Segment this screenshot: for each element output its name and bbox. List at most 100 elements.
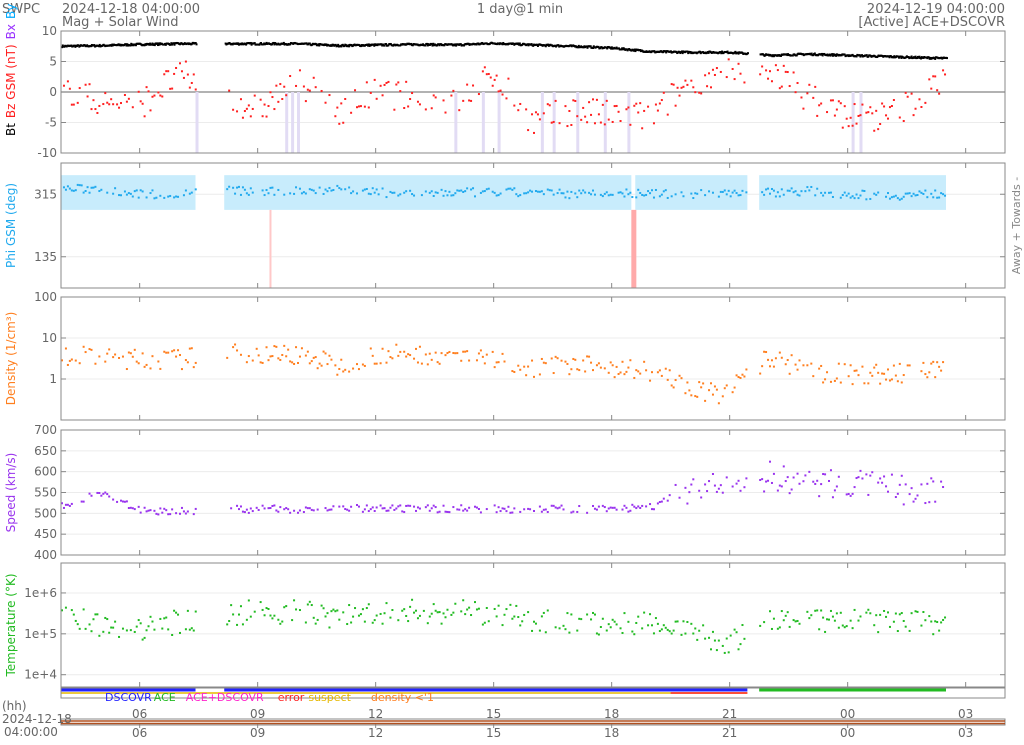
bz-point [98, 104, 101, 107]
phi-point [920, 191, 923, 194]
temperature-point [698, 629, 701, 632]
bz-point [698, 91, 701, 94]
speed-point [540, 510, 543, 513]
speed-point [786, 476, 789, 479]
temperature-point [84, 627, 87, 630]
phi-point [540, 190, 543, 193]
source-label[interactable]: [Active] ACE+DSCOVR [858, 15, 1005, 30]
bt-point [153, 44, 156, 47]
bt-point [467, 42, 470, 45]
speed-point [928, 501, 931, 504]
temperature-point [125, 629, 128, 632]
temperature-point [285, 605, 288, 608]
phi-point [440, 188, 443, 191]
density-point [285, 355, 288, 358]
temperature-point [662, 624, 665, 627]
density-point [426, 363, 429, 366]
phi-point [863, 190, 866, 193]
density-point [802, 364, 805, 367]
temperature-point [613, 620, 616, 623]
density-point [424, 353, 427, 356]
temperature-point [503, 613, 506, 616]
bz-point [188, 86, 191, 89]
bt-point [517, 42, 520, 45]
speed-point [896, 492, 899, 495]
phi-point [125, 193, 128, 196]
temperature-point [397, 619, 400, 622]
density-point [369, 347, 372, 350]
density-point [924, 373, 927, 376]
speed-point [814, 482, 817, 485]
bt-point [169, 43, 172, 46]
resolution-label[interactable]: 1 day@1 min [477, 2, 563, 17]
temperature-point [361, 608, 364, 611]
bz-point [906, 95, 909, 98]
bz-point [548, 104, 551, 107]
phi-point [251, 191, 254, 194]
speed-point [611, 506, 614, 509]
speed-point [898, 483, 901, 486]
bz-point [497, 90, 500, 93]
phi-point [898, 198, 901, 201]
density-point [247, 355, 250, 358]
speed-point [603, 506, 606, 509]
speed-point [739, 489, 742, 492]
phi-point [236, 186, 239, 189]
temperature-point [932, 633, 935, 636]
density-point [387, 350, 390, 353]
bt-point [946, 57, 948, 60]
density-point [639, 372, 642, 375]
bt-point [130, 42, 133, 45]
temperature-point [741, 624, 744, 627]
phi-point [794, 190, 797, 193]
temperature-point [493, 607, 496, 610]
phi-point [64, 188, 67, 191]
density-point [129, 352, 132, 355]
bt-point [265, 41, 268, 44]
bz-point [519, 102, 522, 105]
temperature-point [818, 628, 821, 631]
phi-point [397, 194, 400, 197]
bz-point [674, 104, 677, 107]
temperature-point [794, 620, 797, 623]
temperature-point [711, 630, 714, 633]
bt-point [459, 43, 462, 46]
temperature-point [90, 630, 93, 633]
bz-point [769, 70, 771, 73]
density-point [456, 352, 459, 355]
speed-point [847, 492, 850, 495]
bz-point [416, 100, 419, 103]
bt-point [245, 43, 248, 46]
density-point [495, 361, 498, 364]
phi-point [841, 194, 844, 197]
density-point [940, 369, 943, 372]
speed-point [153, 509, 156, 512]
temperature-point [110, 626, 113, 629]
bz-point [833, 114, 836, 117]
bz-point [147, 90, 150, 93]
phi-point [582, 189, 585, 192]
bz-point [334, 115, 337, 118]
bt-point [621, 48, 624, 51]
speed-point [499, 510, 502, 513]
speed-point [100, 494, 103, 497]
bz-point [501, 93, 504, 96]
density-point [790, 354, 793, 357]
temperature-point [450, 613, 453, 616]
density-point [902, 374, 905, 377]
density-point [873, 366, 876, 369]
bt-point [347, 44, 350, 47]
bz-point [483, 66, 486, 69]
bz-point [731, 67, 734, 70]
speed-point [475, 506, 478, 509]
bz-point [619, 119, 622, 122]
bz-point [356, 106, 358, 109]
y-tick-label: 1e+6 [24, 586, 57, 600]
bz-point [86, 95, 89, 98]
phi-point [523, 192, 526, 195]
density-point [385, 361, 388, 364]
bz-point [706, 85, 709, 88]
speed-point [139, 511, 142, 514]
panel-frame [60, 30, 1006, 154]
density-point [660, 374, 663, 377]
